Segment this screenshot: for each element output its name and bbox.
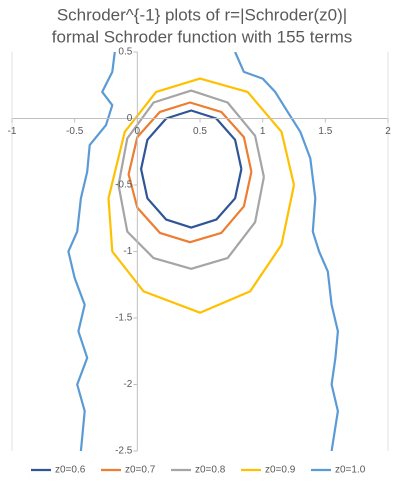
y-tick-label: 0 <box>127 113 133 124</box>
y-tick-label: 0.5 <box>118 47 132 58</box>
legend-label: z0=1.0 <box>335 465 366 476</box>
x-tick-label: 0.5 <box>193 126 207 137</box>
x-tick-label: 2 <box>385 126 391 137</box>
y-tick-label: -1.5 <box>115 313 133 324</box>
x-tick-label: 0 <box>135 126 141 137</box>
x-tick-label: -0.5 <box>66 126 84 137</box>
legend-label: z0=0.6 <box>55 465 86 476</box>
series-line <box>67 52 339 451</box>
y-tick-label: -2.5 <box>115 446 133 457</box>
legend-label: z0=0.7 <box>125 465 156 476</box>
chart-subtitle: formal Schroder function with 155 terms <box>52 27 352 46</box>
x-tick-label: -1 <box>8 126 17 137</box>
plot-area <box>67 52 339 451</box>
x-tick-label: 1 <box>260 126 266 137</box>
y-tick-label: -1 <box>123 246 132 257</box>
x-tick-label: 1.5 <box>318 126 332 137</box>
series-line <box>117 89 265 270</box>
series-line <box>140 109 243 229</box>
y-tick-label: -0.5 <box>115 180 133 191</box>
y-tick-label: -2 <box>123 379 132 390</box>
legend-label: z0=0.9 <box>265 465 296 476</box>
chart-title: Schroder^{-1} plots of r=|Schroder(z0)| <box>57 5 347 24</box>
series-line <box>127 101 253 244</box>
series-line <box>107 77 296 314</box>
legend-label: z0=0.8 <box>195 465 226 476</box>
